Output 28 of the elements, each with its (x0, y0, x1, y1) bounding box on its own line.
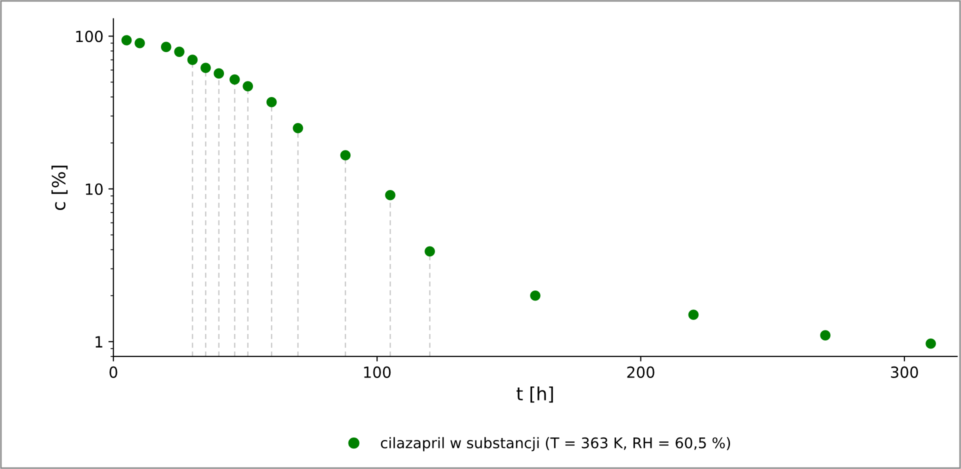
point (340, 150, 351, 160)
point (292, 122, 304, 134)
point (242, 81, 254, 92)
y-tick-label: 10 (86, 183, 103, 195)
y-tick-label: 1 (96, 336, 102, 348)
point (121, 35, 132, 46)
point (926, 338, 936, 349)
legend-label: cilazapril w substancji (T = 363 K, RH = 60,5 %) (380, 437, 730, 452)
x-tick-label: 100 (364, 366, 391, 378)
point (214, 68, 224, 79)
point (424, 246, 435, 257)
x-tick-label: 0 (110, 366, 118, 378)
point (134, 38, 145, 48)
x-tick-label: 200 (627, 366, 654, 378)
x-axis-title: t [h] (516, 386, 553, 403)
y-axis-title: c [%] (51, 166, 68, 210)
point (385, 190, 396, 200)
point (160, 42, 172, 52)
point (688, 310, 699, 320)
x-tick-label: 300 (891, 366, 918, 378)
point (174, 46, 184, 57)
point (230, 74, 240, 85)
point (200, 62, 211, 74)
point (530, 290, 540, 301)
point (187, 54, 198, 65)
point (266, 96, 277, 108)
point (820, 330, 830, 340)
y-tick-label: 100 (76, 30, 103, 42)
